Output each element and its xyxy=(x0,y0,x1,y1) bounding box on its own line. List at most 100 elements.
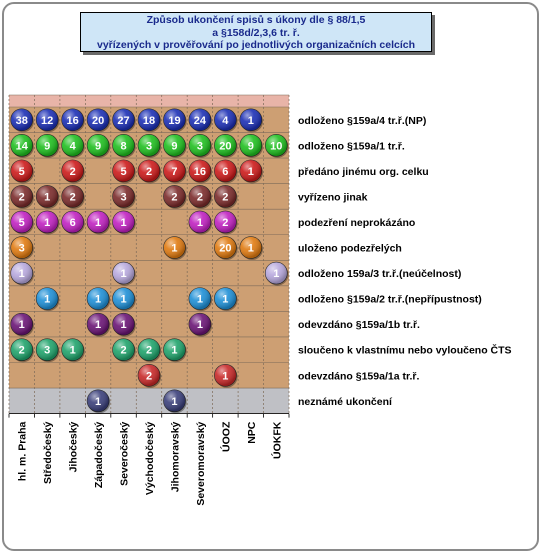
bubble: 2 xyxy=(137,338,162,363)
bubble-label: 1 xyxy=(95,294,101,306)
bubble: 2 xyxy=(10,185,34,209)
bubble-gloss xyxy=(112,210,135,233)
bubble-label: 19 xyxy=(168,115,180,127)
row-band xyxy=(9,260,289,286)
bubble: 1 xyxy=(112,210,136,235)
bubble: 1 xyxy=(239,159,264,184)
bubble-gloss xyxy=(10,313,33,336)
bubble-label: 1 xyxy=(222,294,228,306)
bubble: 1 xyxy=(86,287,111,312)
bubble: 38 xyxy=(10,108,34,133)
bubble-gloss xyxy=(112,338,135,361)
bubble-gloss xyxy=(61,159,84,182)
bubble-label: 1 xyxy=(222,370,228,382)
bubble-gloss xyxy=(112,262,135,285)
bubble-label: 1 xyxy=(120,217,126,229)
bubble-label: 1 xyxy=(95,396,101,408)
bubble-gloss xyxy=(239,134,262,157)
bubble: 3 xyxy=(35,338,60,363)
bubble-label: 2 xyxy=(19,345,25,357)
bubble-label: 1 xyxy=(95,217,101,229)
bubble-gloss xyxy=(138,364,160,387)
bubble-gloss xyxy=(188,313,211,336)
bubble-gloss xyxy=(61,134,84,157)
column-label: Středočeský xyxy=(42,421,54,484)
bubble-gloss xyxy=(138,134,160,157)
bubble-label: 9 xyxy=(95,140,101,152)
bubble: 1 xyxy=(35,287,60,312)
bubble-gloss xyxy=(10,159,33,182)
bubble-label: 9 xyxy=(248,140,254,152)
bubble-label: 1 xyxy=(44,191,50,203)
bubble: 2 xyxy=(188,185,213,209)
bubble-gloss xyxy=(112,134,135,157)
bubble: 18 xyxy=(137,108,162,133)
bubble-label: 10 xyxy=(270,140,282,152)
bubble-gloss xyxy=(10,262,33,285)
bubble: 12 xyxy=(35,108,60,133)
bubble: 2 xyxy=(137,159,162,184)
bubble-label: 6 xyxy=(70,217,76,229)
bubble-label: 2 xyxy=(197,191,203,203)
bubble-gloss xyxy=(36,287,59,310)
bubble-label: 1 xyxy=(171,243,177,255)
bubble: 1 xyxy=(86,210,111,235)
bubble: 2 xyxy=(10,338,34,363)
bubble: 1 xyxy=(264,261,289,286)
bubble-label: 1 xyxy=(197,217,203,229)
bubble: 16 xyxy=(188,159,213,184)
bubble-gloss xyxy=(214,159,237,182)
bubble: 9 xyxy=(35,134,60,158)
column-label: ÚOOZ xyxy=(219,421,232,452)
row-label: podezření neprokázáno xyxy=(298,217,415,229)
row-label: předáno jinému org. celku xyxy=(298,166,429,178)
bubble-gloss xyxy=(36,134,59,157)
bubble-label: 20 xyxy=(219,140,231,152)
bubble: 6 xyxy=(214,159,238,184)
row-band xyxy=(9,388,289,414)
row-label: odevzdáno §159a/1a tr.ř. xyxy=(298,370,419,382)
bubble-label: 1 xyxy=(120,294,126,306)
bubble: 10 xyxy=(264,134,289,158)
bubble-label: 1 xyxy=(120,268,126,280)
bubble-gloss xyxy=(138,338,160,361)
bubble-label: 38 xyxy=(16,115,28,127)
bubble-label: 2 xyxy=(222,217,228,229)
bubble: 1 xyxy=(35,210,60,235)
bubble: 1 xyxy=(214,287,238,312)
bubble-gloss xyxy=(163,159,186,182)
bubble-gloss xyxy=(36,338,59,361)
bubble-label: 18 xyxy=(143,115,155,127)
bubble: 20 xyxy=(214,236,238,261)
bubble-label: 2 xyxy=(70,191,76,203)
bubble-gloss xyxy=(163,236,186,259)
row-label: odloženo §159a/1 tr.ř. xyxy=(298,140,405,152)
bubble: 1 xyxy=(163,389,187,414)
bubble-gloss xyxy=(188,287,211,310)
row-label: odloženo 159a/3 tr.ř.(neúčelnost) xyxy=(298,268,461,280)
bubble-label: 1 xyxy=(44,217,50,229)
chart-title: Způsob ukončení spisů s úkony dle § 88/1… xyxy=(80,12,432,52)
bubble: 1 xyxy=(163,338,187,363)
bubble-label: 1 xyxy=(70,345,76,357)
bubble-gloss xyxy=(214,287,237,310)
bubble-label: 14 xyxy=(16,140,29,152)
bubble: 2 xyxy=(61,159,85,184)
bubble-label: 9 xyxy=(171,140,177,152)
bubble-label: 12 xyxy=(41,115,53,127)
bubble: 3 xyxy=(188,134,213,158)
bubble-gloss xyxy=(265,134,288,157)
bubble: 9 xyxy=(239,134,264,158)
bubble: 4 xyxy=(61,134,85,158)
bubble-gloss xyxy=(214,364,237,387)
bubble: 14 xyxy=(10,134,34,158)
bubble: 1 xyxy=(214,363,238,388)
row-label: odloženo §159a/4 tr.ř.(NP) xyxy=(298,115,426,127)
header-band xyxy=(9,95,289,107)
column-label: Západočeský xyxy=(93,421,105,488)
bubble-gloss xyxy=(163,185,186,208)
row-band xyxy=(9,311,289,337)
bubble-label: 1 xyxy=(248,166,254,178)
bubble: 2 xyxy=(61,185,85,209)
column-label: ÚOKFK xyxy=(270,421,283,459)
